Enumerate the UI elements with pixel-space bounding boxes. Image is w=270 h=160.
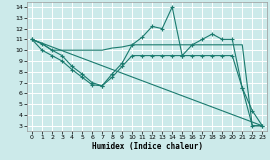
X-axis label: Humidex (Indice chaleur): Humidex (Indice chaleur) bbox=[92, 142, 203, 151]
